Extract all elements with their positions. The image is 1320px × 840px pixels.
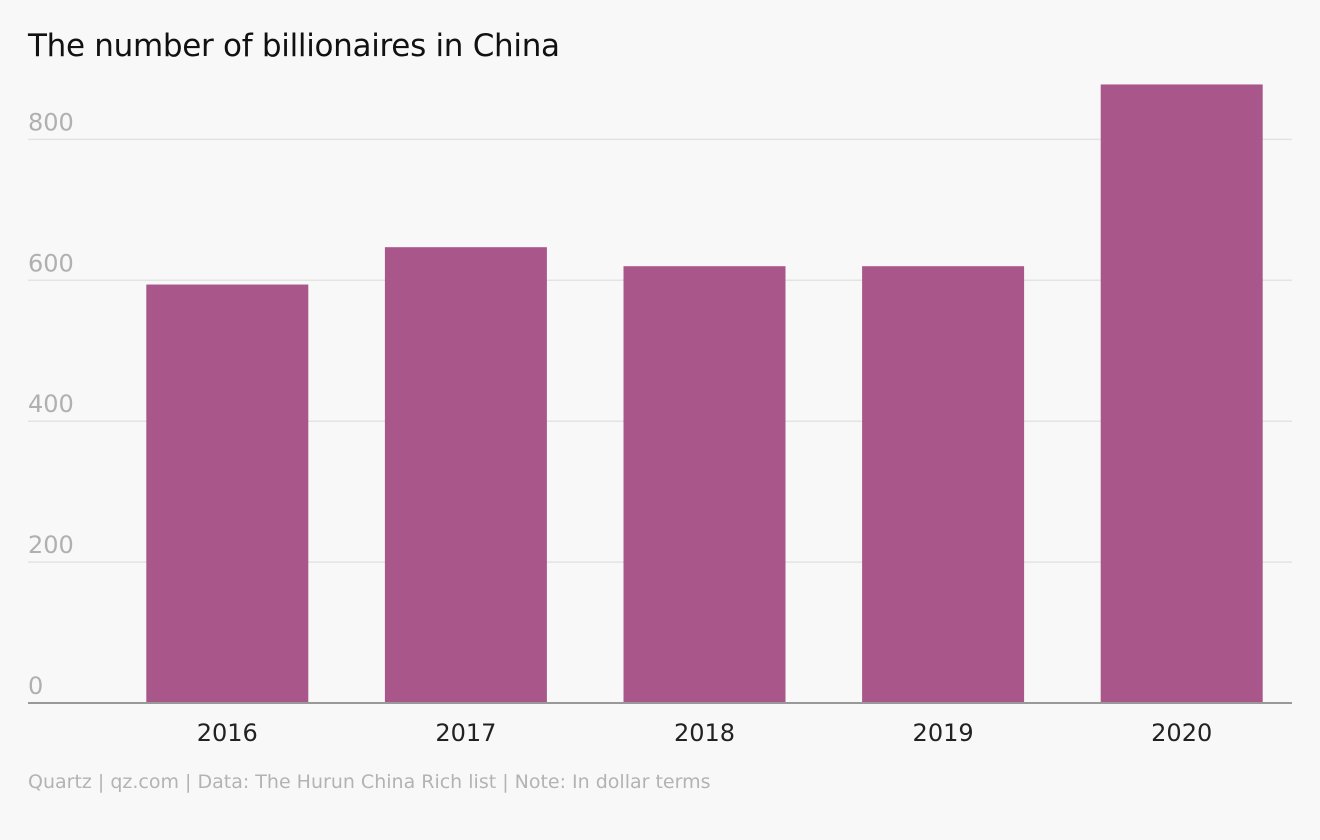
bar-2016 xyxy=(146,284,309,703)
y-tick-label: 400 xyxy=(28,390,74,418)
bar-2020 xyxy=(1100,84,1263,704)
y-tick-label: 0 xyxy=(28,672,43,700)
bar-2018 xyxy=(623,266,786,703)
source-footer: Quartz | qz.com | Data: The Hurun China … xyxy=(28,771,711,793)
x-tick-label-2019: 2019 xyxy=(913,719,974,747)
y-tick-label: 200 xyxy=(28,531,74,559)
y-axis-ticks: 0 200 400 600 800 xyxy=(28,108,74,700)
x-tick-label-2020: 2020 xyxy=(1151,719,1212,747)
x-tick-label-2017: 2017 xyxy=(435,719,496,747)
x-tick-label-2018: 2018 xyxy=(674,719,735,747)
y-tick-label: 800 xyxy=(28,108,74,136)
bar-2017 xyxy=(384,247,547,703)
x-tick-label-2016: 2016 xyxy=(197,719,258,747)
chart-title: The number of billionaires in China xyxy=(28,28,560,64)
y-tick-label: 600 xyxy=(28,249,74,277)
bar-2019 xyxy=(862,266,1025,703)
x-axis-ticks: 2016 2017 2018 2019 2020 xyxy=(197,719,1212,747)
bars xyxy=(146,84,1263,704)
